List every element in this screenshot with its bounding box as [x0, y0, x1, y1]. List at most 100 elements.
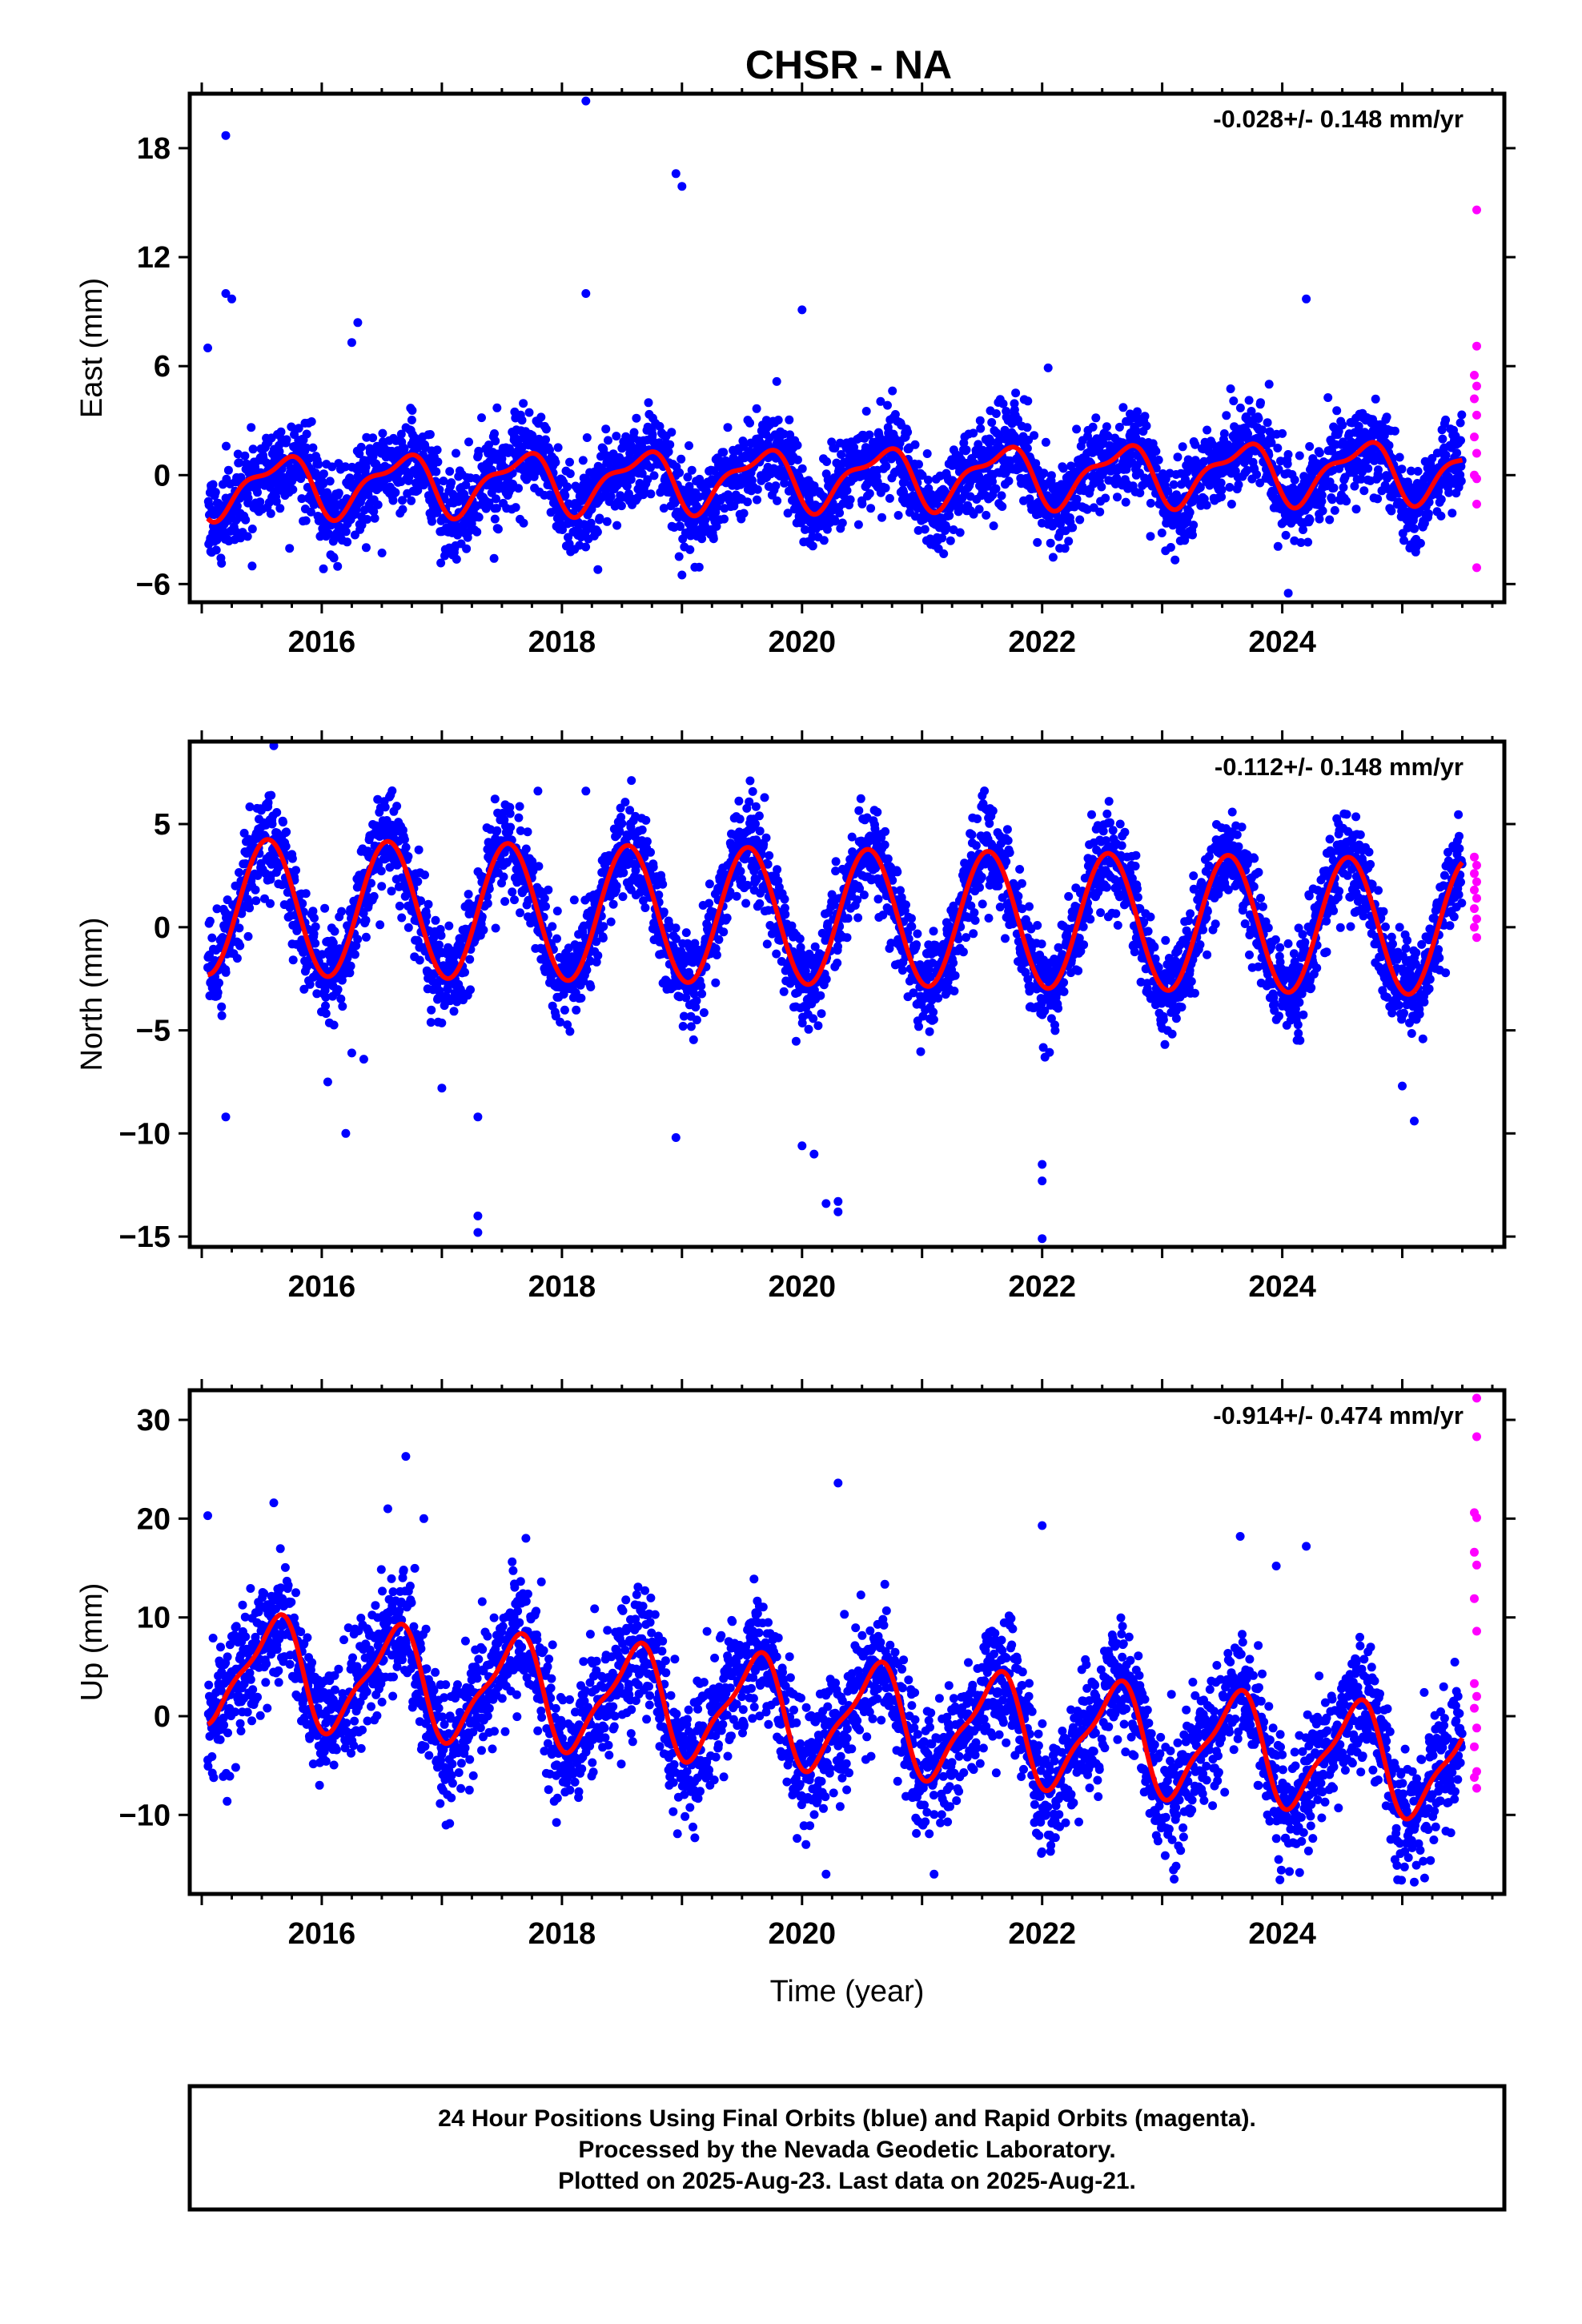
data-point: [298, 899, 307, 908]
data-point: [330, 927, 339, 936]
data-point: [745, 418, 754, 428]
data-point: [1387, 506, 1396, 516]
data-point: [586, 982, 596, 991]
data-point: [400, 834, 409, 844]
data-point: [492, 826, 502, 835]
data-point: [865, 430, 874, 440]
data-point: [801, 525, 809, 534]
data-point: [297, 494, 307, 504]
data-point: [719, 448, 729, 457]
rapid-orbit-points: [1470, 205, 1481, 573]
data-point: [1166, 543, 1175, 552]
data-point: [377, 882, 387, 891]
rapid-point: [1472, 500, 1481, 509]
outlier-point: [1283, 589, 1293, 598]
data-point: [1452, 448, 1462, 458]
data-point: [1191, 440, 1200, 449]
data-point: [1243, 465, 1252, 475]
data-point: [1305, 515, 1315, 525]
data-point: [665, 440, 675, 449]
data-point: [989, 521, 998, 531]
data-point: [1222, 411, 1231, 420]
data-point: [492, 504, 501, 513]
data-point: [373, 500, 383, 509]
data-point: [333, 561, 343, 571]
data-point: [369, 891, 379, 901]
data-point: [359, 909, 368, 919]
data-point: [991, 409, 1001, 418]
data-point: [320, 903, 330, 913]
data-point: [306, 507, 315, 517]
data-point: [356, 442, 366, 452]
data-point: [1317, 490, 1327, 500]
data-point: [267, 790, 276, 800]
data-point: [321, 1001, 330, 1011]
data-point: [490, 514, 500, 524]
data-point: [626, 475, 636, 485]
data-point: [1178, 442, 1187, 452]
data-point: [709, 534, 718, 544]
data-point: [350, 950, 359, 959]
data-point: [1046, 538, 1055, 548]
data-point: [1263, 418, 1272, 428]
outlier-point: [227, 294, 236, 304]
data-point: [1305, 442, 1315, 451]
data-point: [1327, 495, 1337, 505]
data-point: [1219, 429, 1229, 438]
data-point: [391, 488, 400, 497]
rapid-point: [1472, 448, 1481, 458]
data-point: [655, 421, 665, 431]
data-point: [612, 881, 621, 891]
data-point: [1135, 489, 1145, 497]
data-point: [510, 895, 519, 905]
data-point: [664, 447, 673, 456]
data-point: [1030, 431, 1039, 440]
x-tick-label: 2020: [769, 625, 837, 659]
data-point: [263, 798, 273, 807]
data-point: [913, 525, 923, 535]
data-point: [1216, 478, 1226, 488]
data-point: [1295, 451, 1304, 460]
data-point: [367, 879, 375, 888]
data-point: [845, 495, 855, 505]
data-point: [375, 920, 385, 930]
data-point: [877, 513, 886, 522]
data-point: [1256, 398, 1265, 408]
data-point: [425, 430, 435, 439]
data-point: [1382, 412, 1391, 422]
data-point: [294, 424, 303, 433]
data-point: [401, 842, 411, 852]
data-point: [1438, 434, 1447, 444]
data-point: [432, 445, 442, 455]
data-point: [955, 528, 965, 537]
data-point: [1243, 429, 1252, 439]
data-point: [427, 1005, 436, 1015]
chart-title: CHSR - NA: [745, 42, 952, 87]
data-point: [646, 489, 656, 499]
data-point: [357, 521, 367, 530]
data-point: [474, 446, 484, 456]
data-point: [942, 524, 951, 533]
data-point: [301, 516, 311, 525]
data-point: [319, 564, 328, 573]
data-point: [243, 493, 253, 503]
data-point: [1235, 403, 1245, 412]
data-point: [667, 428, 677, 437]
data-point: [986, 436, 996, 446]
data-point: [517, 416, 527, 425]
data-point: [1347, 445, 1357, 455]
data-point: [319, 479, 328, 489]
data-point: [1072, 494, 1082, 504]
data-point: [1374, 472, 1383, 481]
data-point: [1217, 485, 1227, 495]
data-point: [917, 471, 927, 480]
y-tick-label: −6: [136, 568, 171, 601]
data-point: [1338, 420, 1347, 430]
data-point: [619, 868, 628, 878]
data-point: [428, 517, 436, 526]
data-point: [247, 525, 257, 533]
data-point: [822, 525, 832, 534]
data-point: [437, 1018, 447, 1027]
data-point: [524, 408, 534, 417]
data-point: [1456, 436, 1465, 445]
